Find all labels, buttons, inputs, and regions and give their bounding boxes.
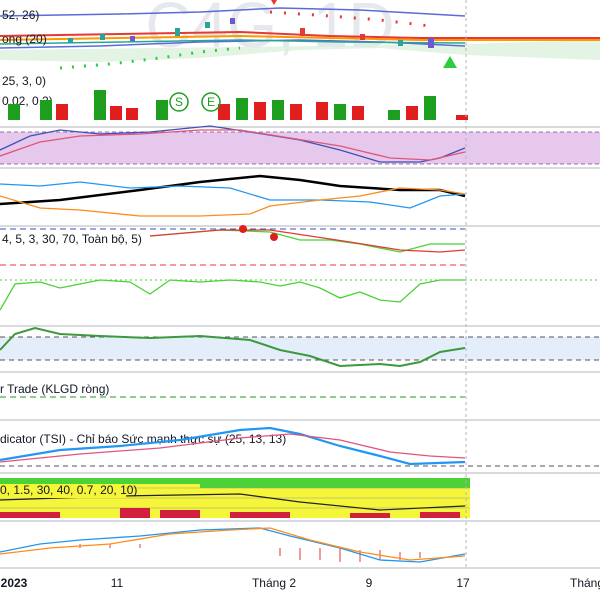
signal-arrow: [443, 56, 457, 68]
volume-bars-up: [8, 90, 436, 120]
trend-line: [0, 174, 466, 206]
sar-dots-red: [269, 10, 431, 28]
x-tick-label: 9: [366, 576, 373, 590]
main-pane: 52, 26) ong (20): [0, 0, 600, 70]
band: [0, 132, 600, 164]
pane-label: 25, 3, 0): [2, 74, 46, 88]
label-bg: [0, 484, 126, 498]
x-tick-label: 2023: [1, 576, 28, 590]
marker-label: E: [207, 95, 215, 109]
label-bg: [0, 232, 146, 248]
line-blue: [0, 527, 466, 563]
x-tick-label: Tháng: [570, 576, 600, 590]
trend-pane: [0, 174, 466, 217]
candles: [68, 18, 434, 48]
marker: [169, 92, 189, 112]
line-orange: [0, 527, 466, 561]
pane-label: 52, 26): [2, 8, 39, 22]
x-axis: 2023 11 Tháng 2 9 17 Tháng: [1, 576, 600, 590]
pane-label: r Trade (KLGD ròng): [0, 382, 109, 396]
pane-6: [0, 279, 600, 311]
trade-pane: r Trade (KLGD ròng): [0, 382, 465, 398]
line-green: [0, 279, 465, 311]
ma-teal: [0, 39, 466, 45]
x-tick-label: 17: [456, 576, 470, 590]
grid-top: [200, 478, 470, 488]
pane-label: 4, 5, 3, 30, 70, Toàn bộ, 5): [2, 232, 142, 246]
rsi-pane: [0, 125, 600, 165]
rsi-signal: [0, 129, 466, 161]
grid-bars: [0, 508, 460, 518]
line-green: [149, 229, 465, 253]
x-tick-label: Tháng 2: [252, 576, 296, 590]
pane-7: [0, 326, 600, 368]
grid-top: [0, 478, 200, 484]
x-tick-label: 11: [111, 576, 124, 590]
pane-label: dicator (TSI) - Chỉ báo Sức mạnh thực sự…: [0, 432, 286, 446]
dot: [270, 233, 278, 241]
band: [0, 337, 600, 360]
tsi-pane: dicator (TSI) - Chỉ báo Sức mạnh thực sự…: [0, 426, 600, 467]
volume-bars-down: [56, 102, 468, 120]
volume-pane: 25, 3, 0) 0.02, 0.2) S E: [2, 74, 468, 120]
macd-pane: [0, 527, 466, 563]
tsi-line: [0, 426, 466, 466]
marker: [201, 92, 221, 112]
line-blue: [0, 181, 466, 209]
dot: [239, 225, 247, 233]
tsi-signal: [0, 433, 466, 463]
pane-5: 4, 5, 3, 30, 70, Toàn bộ, 5): [0, 225, 466, 266]
line-green: [0, 326, 466, 368]
marker-label: S: [175, 95, 183, 109]
line-orange: [0, 187, 466, 217]
upper-band: [0, 7, 466, 17]
signal-arrow-down: [271, 0, 277, 5]
grid-pane: 0, 1.5, 30, 40, 0.7, 20, 10): [0, 478, 470, 518]
pane-label: 0, 1.5, 30, 40, 0.7, 20, 10): [0, 483, 137, 497]
pane-label: ong (20): [2, 32, 47, 46]
line-red: [149, 229, 466, 253]
